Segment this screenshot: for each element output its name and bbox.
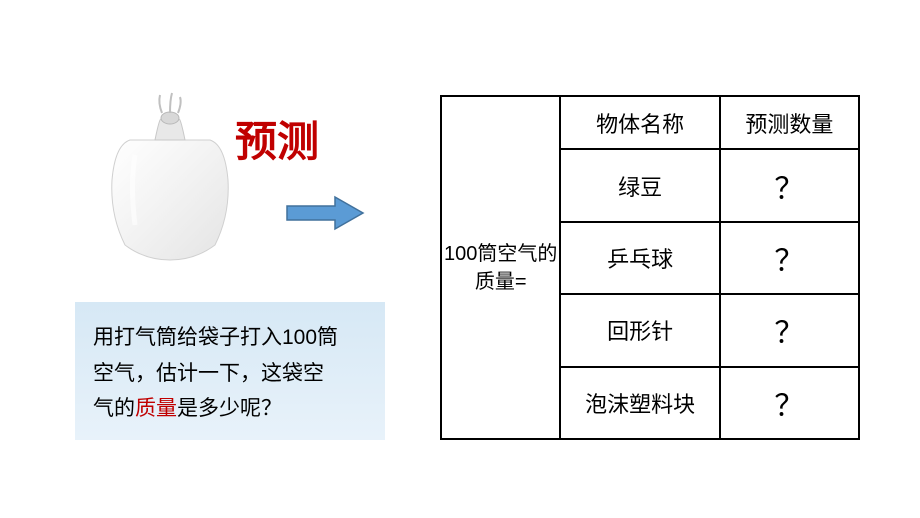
text-line3-red: 质量 xyxy=(135,397,177,420)
cell-name: 乒乓球 xyxy=(560,222,719,294)
cell-qty: ？ xyxy=(720,222,859,294)
table-header-qty: 预测数量 xyxy=(720,96,859,149)
cell-name: 回形针 xyxy=(560,294,719,366)
cell-qty: ？ xyxy=(720,367,859,439)
table-row-label: 100筒空气的质量= xyxy=(441,96,560,439)
text-line1: 用打气筒给袋子打入100筒 xyxy=(93,326,338,349)
text-line2: 空气，估计一下，这袋空 xyxy=(93,362,324,385)
cell-name: 绿豆 xyxy=(560,149,719,221)
prediction-table: 100筒空气的质量= 物体名称 预测数量 绿豆 ？ 乒乓球 ？ 回形针 ？ 泡沫… xyxy=(440,95,860,440)
question-text-box: 用打气筒给袋子打入100筒 空气，估计一下，这袋空 气的质量是多少呢？ xyxy=(75,302,385,440)
cell-name: 泡沫塑料块 xyxy=(560,367,719,439)
text-line3b: 是多少呢？ xyxy=(177,397,282,420)
table-header-name: 物体名称 xyxy=(560,96,719,149)
bag-illustration xyxy=(90,85,250,265)
cell-qty: ？ xyxy=(720,294,859,366)
arrow-icon xyxy=(285,195,365,231)
text-line3a: 气的 xyxy=(93,397,135,420)
cell-qty: ？ xyxy=(720,149,859,221)
prediction-heading: 预测 xyxy=(235,108,319,169)
